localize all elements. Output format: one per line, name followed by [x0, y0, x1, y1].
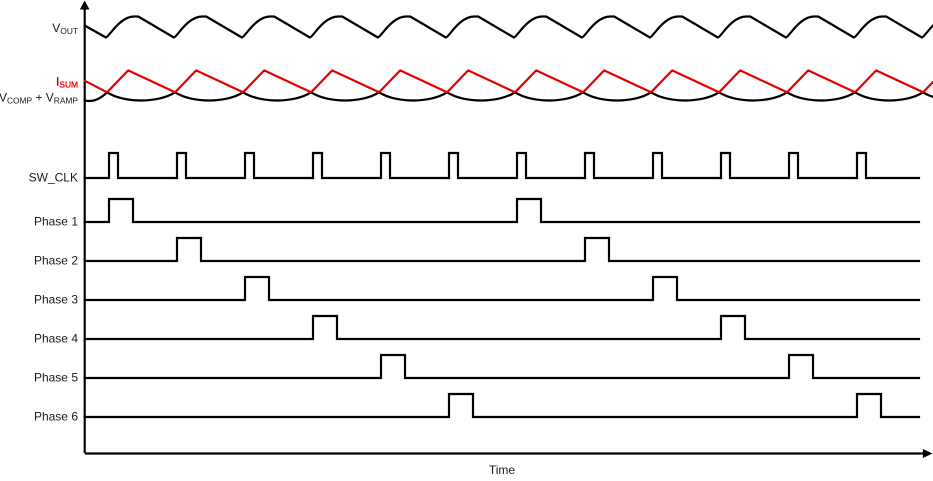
- svg-text:Phase 2: Phase 2: [34, 254, 78, 268]
- svg-text:Phase 4: Phase 4: [34, 332, 78, 346]
- svg-text:Phase 1: Phase 1: [34, 215, 78, 229]
- svg-text:Time: Time: [489, 463, 516, 477]
- svg-text:SW_CLK: SW_CLK: [29, 171, 78, 185]
- svg-text:Phase 3: Phase 3: [34, 293, 78, 307]
- svg-text:Phase 5: Phase 5: [34, 371, 78, 385]
- svg-text:ISUM: ISUM: [56, 75, 78, 90]
- svg-text:Phase 6: Phase 6: [34, 410, 78, 424]
- svg-text:VCOMP + VRAMP: VCOMP + VRAMP: [0, 91, 78, 106]
- svg-text:VOUT: VOUT: [52, 21, 78, 36]
